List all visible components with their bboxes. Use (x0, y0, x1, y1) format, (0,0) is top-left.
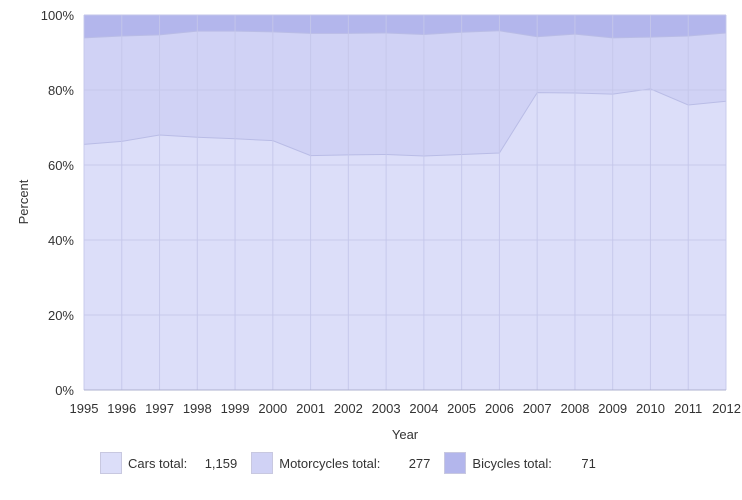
area-motorcycles[interactable] (84, 30, 726, 156)
legend-total-motorcycles: 277 (408, 455, 431, 471)
x-axis-title: Year (392, 427, 419, 442)
legend-total-bicycles: 71 (581, 455, 596, 471)
area-line-cars (83, 88, 727, 157)
x-tick-label: 1998 (183, 401, 212, 416)
x-tick-label: 2005 (447, 401, 476, 416)
x-tick-label: 2008 (560, 401, 589, 416)
x-tick-label: 2010 (636, 401, 665, 416)
legend: Cars total: 1,159 Motorcycles total: 277… (100, 451, 610, 475)
x-tick-label: 2000 (258, 401, 287, 416)
x-tick-label: 2003 (372, 401, 401, 416)
legend-label-cars: Cars total: (128, 455, 188, 471)
area-line-motorcycles (83, 30, 727, 39)
y-tick-label: 60% (48, 158, 74, 173)
y-tick-label: 100% (41, 8, 75, 23)
x-tick-label: 2009 (598, 401, 627, 416)
legend-swatch-bicycles (444, 452, 467, 474)
y-axis-title: Percent (16, 179, 31, 224)
x-tick-label: 1995 (70, 401, 99, 416)
legend-item-bicycles[interactable]: Bicycles total: 71 (444, 452, 596, 474)
y-tick-label: 80% (48, 83, 74, 98)
area-bicycles[interactable] (84, 15, 726, 38)
x-tick-label: 2001 (296, 401, 325, 416)
x-tick-label: 2012 (712, 401, 741, 416)
x-tick-label: 2006 (485, 401, 514, 416)
legend-item-cars[interactable]: Cars total: 1,159 (100, 452, 237, 474)
x-tick-label: 1996 (107, 401, 136, 416)
y-tick-label: 20% (48, 308, 74, 323)
legend-label-motorcycles: Motorcycles total: (279, 455, 381, 471)
x-tick-label: 2007 (523, 401, 552, 416)
x-tick-label: 2011 (674, 401, 702, 416)
legend-label-bicycles: Bicycles total: (472, 455, 552, 471)
y-tick-label: 40% (48, 233, 74, 248)
y-tick-label: 0% (55, 383, 74, 398)
legend-total-cars: 1,159 (204, 455, 238, 471)
x-tick-label: 2002 (334, 401, 363, 416)
x-tick-label: 1999 (221, 401, 250, 416)
legend-swatch-motorcycles (251, 452, 274, 474)
x-tick-label: 2004 (409, 401, 438, 416)
legend-item-motorcycles[interactable]: Motorcycles total: 277 (251, 452, 430, 474)
x-tick-label: 1997 (145, 401, 174, 416)
legend-swatch-cars (100, 452, 122, 474)
